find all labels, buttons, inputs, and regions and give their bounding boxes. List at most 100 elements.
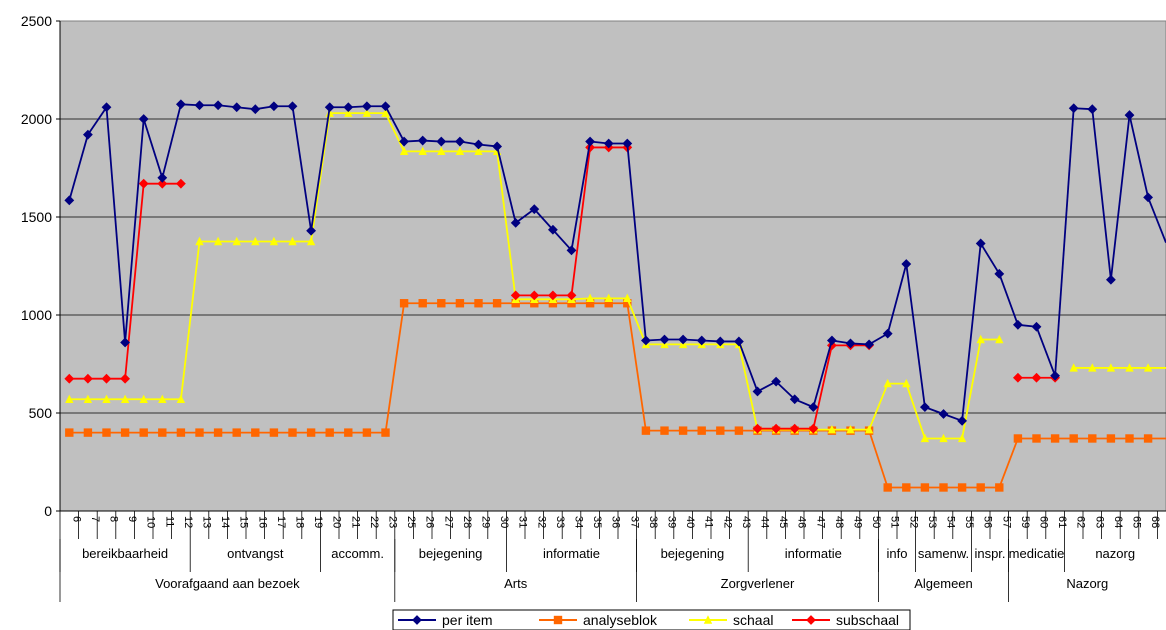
y-axis: 0 500 1000 1500 2000 2500 [21,13,61,519]
data-point [975,238,986,249]
data-point [102,428,111,437]
legend-label: subschaal [836,612,899,628]
data-point [380,101,391,112]
x-tick-label: 54 [945,516,957,528]
data-point [399,136,410,147]
data-point [920,483,930,492]
data-point [808,402,819,413]
data-point [251,428,260,437]
series-layer [64,99,1166,492]
data-point [752,386,763,397]
legend-label: analyseblok [583,612,658,628]
series-segment [1147,197,1166,244]
x-tick-label: 41 [703,516,715,528]
data-point [1125,434,1134,443]
data-point [1012,319,1023,330]
data-point [139,428,148,437]
data-point [995,334,1004,344]
series-segment [812,340,833,408]
x-tick-label: 29 [480,516,492,528]
data-point [976,334,985,344]
data-point [939,483,948,492]
data-point [455,146,465,156]
y-tick-label: 2000 [21,111,52,127]
data-point [585,299,595,308]
data-point [65,428,74,437]
series-segment [868,383,889,430]
series-segment [142,118,164,179]
x-tick-label: 33 [554,516,566,528]
x-tick-label: 49 [852,516,864,528]
legend-marker [412,615,422,625]
legend-item: subschaal [792,612,899,628]
data-point [1012,372,1023,383]
category-label: Voorafgaand aan bezoek [155,576,300,591]
series-segment [738,344,759,430]
series-segment [68,134,89,201]
x-tick-label: 16 [256,516,268,528]
data-point [83,394,93,403]
series-segment [1035,326,1056,377]
x-tick-label: 21 [349,516,361,528]
data-point [492,141,503,152]
x-tick-label: 47 [814,516,826,528]
x-tick-label: 62 [1075,516,1087,528]
data-point [883,483,892,492]
data-point [641,426,651,435]
legend-marker [553,615,563,625]
group-label: medicatie [1009,546,1065,561]
series-segment [626,298,647,345]
legend-marker [703,615,713,624]
series-segment [738,341,759,392]
data-point [120,394,130,403]
group-label: inspr. [974,546,1005,561]
data-point [213,100,224,111]
series-segment [180,241,201,400]
data-point [585,293,595,303]
data-point [957,483,967,492]
data-point [64,373,75,384]
data-point [901,259,912,269]
data-point [864,424,874,434]
data-point [1031,372,1042,383]
data-point [547,224,558,235]
data-point [138,114,149,124]
data-point [696,335,707,346]
data-point [1068,103,1079,114]
data-point [269,428,279,437]
x-tick-label: 7 [89,516,101,522]
series-segment [105,107,126,343]
data-point [288,236,297,246]
x-tick-label: 65 [1131,516,1143,528]
data-point [64,195,75,206]
data-point [251,236,260,246]
series-segment [124,118,145,343]
x-tick-label: 14 [219,516,231,528]
legend-marker [806,615,816,625]
series-segment [886,263,908,334]
data-point [547,290,558,301]
x-tick-label: 25 [405,516,417,528]
x-tick-label: 15 [238,516,250,528]
x-tick-label: 38 [647,516,659,528]
x-tick-label: 8 [108,516,120,522]
data-point [789,394,800,405]
data-point [139,394,148,403]
x-tick-label: 11 [163,516,175,527]
x-tick-label: 22 [368,516,380,528]
data-point [83,428,93,437]
data-point [102,394,111,403]
series-segment [998,438,1019,488]
x-tick-label: 30 [498,516,510,528]
data-point [734,426,744,435]
data-point [324,102,335,113]
data-point [623,293,632,303]
data-point [529,290,540,301]
series-per-item [64,99,1166,426]
data-point [846,424,855,434]
data-point [120,373,131,384]
data-point [344,428,353,437]
data-point [957,433,967,443]
data-point [474,146,483,156]
data-point [902,378,911,388]
